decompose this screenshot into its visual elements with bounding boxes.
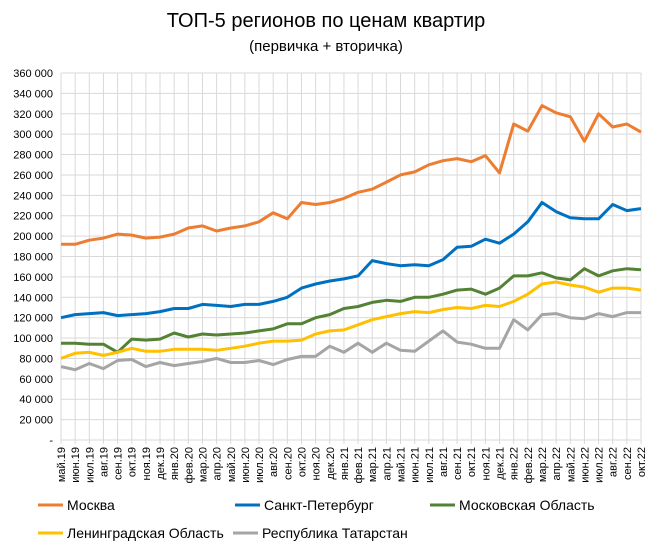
legend-label: Москва (67, 497, 115, 513)
x-tick-label: ноя.21 (480, 447, 492, 480)
legend-label: Республика Татарстан (262, 525, 408, 541)
x-tick-label: июн.22 (579, 447, 591, 483)
x-tick-label: окт.19 (127, 447, 139, 477)
x-tick-label: дек.20 (325, 447, 337, 480)
x-tick-label: май.20 (226, 447, 238, 482)
y-tick-label: 320 000 (13, 109, 53, 121)
series-lines (60, 104, 642, 372)
x-tick-label: июл.19 (84, 447, 96, 483)
x-tick-label: янв.22 (509, 447, 521, 480)
x-tick-label: июн.19 (70, 447, 82, 483)
y-tick-label: 80 000 (19, 353, 53, 365)
legend-label: Московская Область (459, 497, 595, 513)
legend: Москва Санкт-Петербург Московская Область Л… (38, 497, 595, 541)
x-tick-label: июл.21 (424, 447, 436, 483)
legend-label: Санкт-Петербург (264, 497, 374, 513)
series-line-1 (61, 104, 642, 246)
y-tick-label: 120 000 (13, 313, 53, 325)
x-tick-label: авг.21 (438, 447, 450, 477)
x-tick-label: июн.21 (410, 447, 422, 483)
y-tick-label: 100 000 (13, 333, 53, 345)
series-line-4 (60, 280, 642, 360)
y-tick-label: 60 000 (19, 374, 53, 386)
y-tick-label: 240 000 (13, 190, 53, 202)
y-axis: - 20 000 40 000 60 000 80 000 100 000 120 000 1… (13, 68, 53, 447)
x-tick-label: мар.20 (197, 447, 209, 482)
x-tick-label: янв.20 (169, 447, 181, 480)
x-tick-label: янв.21 (339, 447, 351, 480)
y-tick-label: 140 000 (13, 292, 53, 304)
x-tick-label: ноя.20 (311, 447, 323, 480)
y-tick-label: - (49, 435, 53, 447)
x-tick-label: сен.22 (622, 447, 634, 480)
y-tick-label: 20 000 (19, 415, 53, 427)
x-tick-label: май.21 (396, 447, 408, 482)
series-line-2 (60, 201, 642, 320)
x-tick-label: мар.21 (367, 447, 379, 482)
x-tick-label: сен.20 (282, 447, 294, 480)
x-tick-label: ноя.19 (141, 447, 153, 480)
y-tick-label: 260 000 (13, 170, 53, 182)
x-tick-label: апр.21 (381, 447, 393, 480)
series-line-3 (61, 267, 642, 354)
x-tick-label: сен.21 (452, 447, 464, 480)
x-tick-label: окт.22 (636, 447, 648, 477)
grid (60, 72, 642, 444)
x-tick-label: сен.19 (113, 447, 125, 480)
x-tick-label: апр.20 (212, 447, 224, 480)
y-tick-label: 220 000 (13, 211, 53, 223)
x-tick-label: окт.20 (296, 447, 308, 477)
x-tick-label: июн.20 (240, 447, 252, 483)
x-tick-label: май.19 (56, 447, 68, 482)
x-tick-label: фев.22 (523, 447, 535, 483)
y-tick-label: 200 000 (13, 231, 53, 243)
x-tick-label: апр.22 (551, 447, 563, 480)
chart-title: ТОП-5 регионов по ценам квартир (167, 10, 486, 32)
x-axis: май.19 июн.19 июл.19 авг.19 сен.19 окт.19 ноя.… (56, 447, 648, 483)
x-tick-label: окт.21 (466, 447, 478, 477)
x-tick-label: дек.21 (495, 447, 507, 480)
x-tick-label: авг.20 (268, 447, 280, 477)
chart-subtitle: (первичка + вторичка) (249, 38, 403, 55)
x-tick-label: авг.22 (608, 447, 620, 477)
y-tick-label: 160 000 (13, 272, 53, 284)
legend-label: Ленинградская Область (67, 525, 224, 541)
x-tick-label: авг.19 (98, 447, 110, 477)
y-tick-label: 300 000 (13, 129, 53, 141)
x-tick-label: фев.21 (353, 447, 365, 483)
x-tick-label: фев.20 (183, 447, 195, 483)
y-tick-label: 180 000 (13, 252, 53, 264)
x-tick-label: май.22 (565, 447, 577, 482)
x-tick-label: июл.22 (594, 447, 606, 483)
y-tick-label: 40 000 (19, 394, 53, 406)
y-tick-label: 340 000 (13, 88, 53, 100)
x-tick-label: июл.20 (254, 447, 266, 483)
x-tick-label: дек.19 (155, 447, 167, 480)
y-tick-label: 360 000 (13, 68, 53, 80)
x-tick-label: мар.22 (537, 447, 549, 482)
series-line-5 (60, 311, 641, 372)
y-tick-label: 280 000 (13, 150, 53, 162)
